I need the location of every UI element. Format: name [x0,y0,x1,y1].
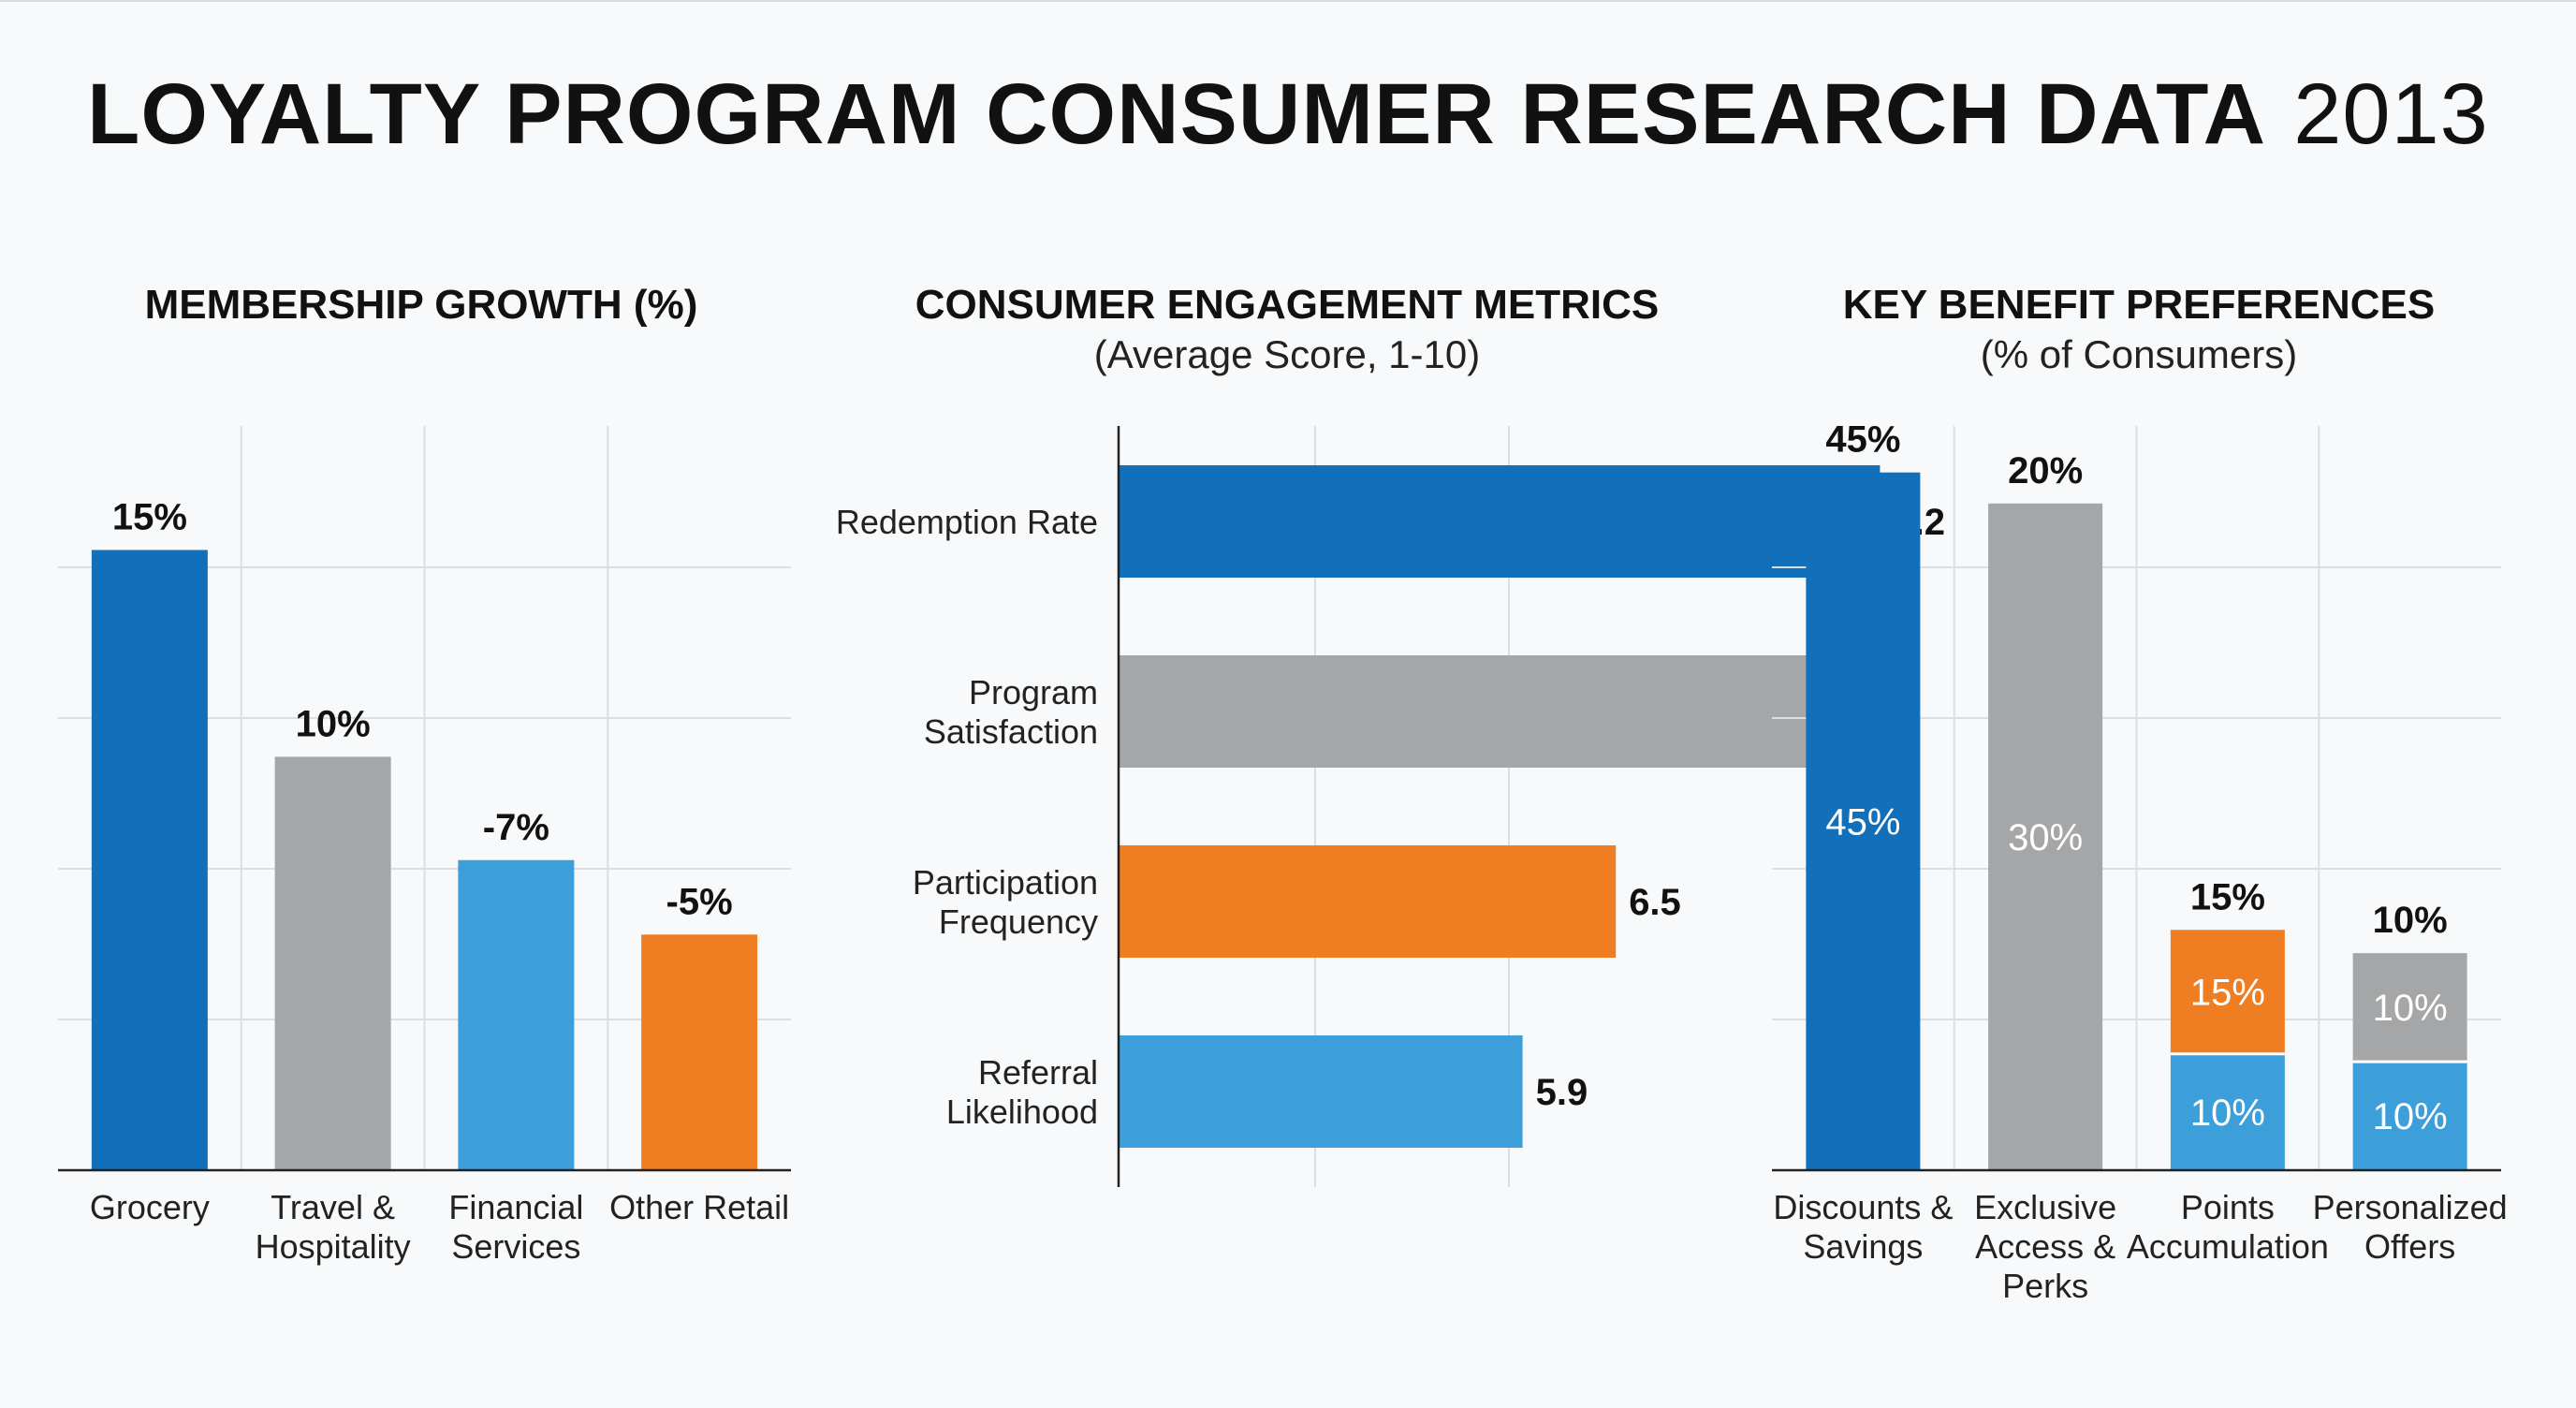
growth-bar [274,756,391,1170]
benefits-category-label: Accumulation [2127,1227,2329,1266]
top-rule [0,0,2576,2]
growth-chart: 15% Grocery 10% Travel &Hospitality -7% Finan… [58,426,791,1266]
benefits-bar-segment [2170,1053,2285,1170]
engagement-chart: 8.2Redemption Rate7.8ProgramSatisfaction… [836,426,1945,1187]
benefits-segment-label: 15% [2190,973,2265,1014]
engagement-category-label: Satisfaction [924,712,1098,751]
engagement-data-label: 6.5 [1629,882,1681,923]
benefits-segment-label: 30% [2008,817,2083,858]
benefits-bar-segment [1988,503,2103,1170]
engagement-category-label: Referral [978,1053,1098,1092]
benefits-category-label: Points [2181,1188,2275,1226]
engagement-category-label: Program [969,673,1098,711]
benefits-chart-subtitle: (% of Consumers) [1980,332,2298,376]
benefits-category-label: Discounts & [1773,1188,1953,1226]
benefits-category-label: Perks [2002,1267,2088,1305]
growth-bar [641,934,758,1170]
growth-chart-title: MEMBERSHIP GROWTH (%) [144,282,698,328]
growth-category-label: Travel & [271,1188,395,1226]
growth-data-label: -7% [483,807,549,848]
growth-category-label: Financial [448,1188,583,1226]
growth-category-label: Other Retail [609,1188,789,1226]
growth-data-label: 10% [296,703,371,744]
growth-category-label: Hospitality [256,1227,411,1266]
benefits-segment-label: 10% [2190,1093,2265,1134]
benefits-category-label: Personalized [2313,1188,2508,1226]
growth-bar [458,859,575,1170]
engagement-category-label: Participation [913,863,1098,902]
benefits-category-label: Access & [1975,1227,2115,1266]
benefits-total-label: 10% [2373,900,2448,941]
growth-data-label: 15% [112,497,187,538]
engagement-category-label: Redemption Rate [836,503,1098,541]
benefits-bar-segment [2352,953,2467,1063]
engagement-chart-title: CONSUMER ENGAGEMENT METRICS [915,282,1660,328]
benefits-bar-segment [1806,472,1921,1170]
engagement-bar [1119,655,1818,768]
engagement-category-label: Likelihood [946,1093,1098,1131]
page-title-year: 2013 [2293,66,2489,162]
engagement-data-label: 5.9 [1536,1072,1588,1113]
growth-data-label: -5% [666,881,733,922]
benefits-category-label: Savings [1803,1227,1923,1266]
benefits-total-label: 45% [1825,419,1900,461]
engagement-bar [1119,845,1617,958]
benefits-category-label: Offers [2364,1227,2455,1266]
benefits-segment-label: 10% [2373,988,2448,1029]
page-title-main: LOYALTY PROGRAM CONSUMER RESEARCH DATA [87,66,2263,162]
benefits-chart: 45%45%Discounts &Savings30%20%ExclusiveA… [1772,419,2508,1305]
growth-bar [91,550,208,1170]
benefits-bar-segment [2170,930,2285,1054]
engagement-bar [1119,465,1881,578]
benefits-category-label: Exclusive [1974,1188,2116,1226]
benefits-segment-label: 10% [2373,1096,2448,1137]
benefits-chart-title: KEY BENEFIT PREFERENCES [1842,282,2436,328]
benefits-segment-label: 45% [1825,801,1900,843]
growth-category-label: Grocery [90,1188,210,1226]
page-title: LOYALTY PROGRAM CONSUMER RESEARCH DATA 2… [0,66,2576,162]
engagement-category-label: Frequency [939,902,1098,941]
benefits-total-label: 15% [2190,876,2265,917]
engagement-bar [1119,1035,1523,1148]
growth-category-label: Services [451,1227,580,1266]
benefits-total-label: 20% [2008,450,2083,491]
benefits-bar-segment [2352,1062,2467,1170]
engagement-chart-subtitle: (Average Score, 1-10) [1093,332,1481,376]
